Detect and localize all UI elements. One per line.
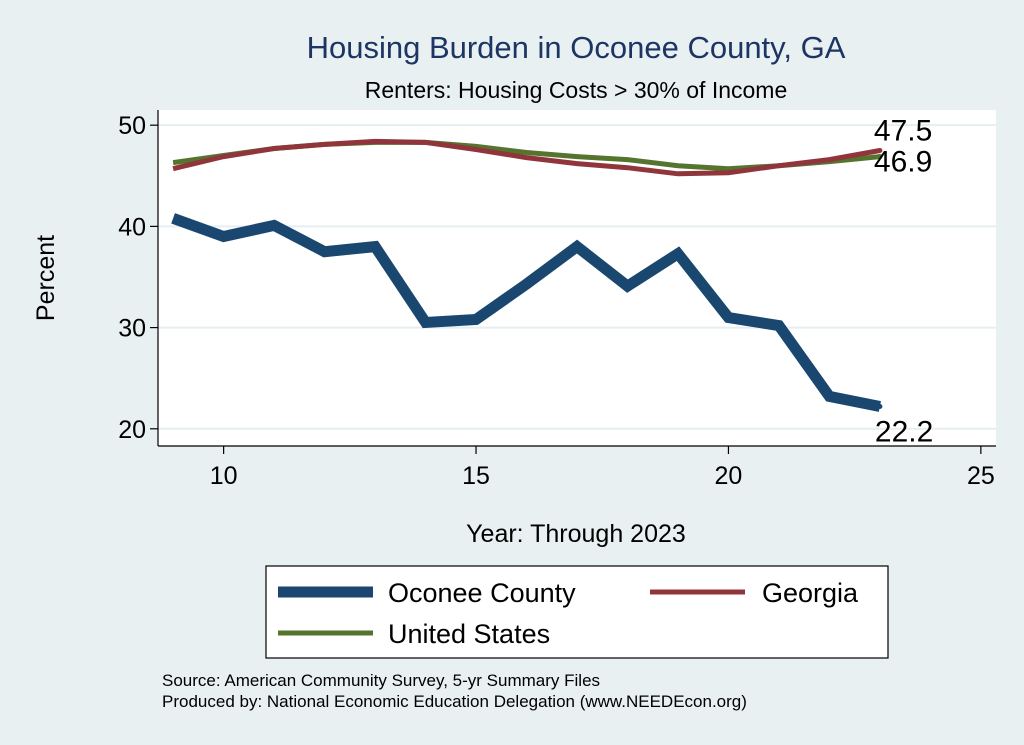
y-tick-label-20: 20 (118, 416, 146, 444)
source-line: Source: American Community Survey, 5-yr … (162, 671, 600, 690)
end-labels: 22.2 47.546.9 (874, 114, 933, 448)
y-tick-label-50: 50 (118, 112, 146, 140)
series-line-oconee-county (171, 213, 881, 412)
end-label-georgia: 47.5 (874, 114, 932, 147)
y-axis-title: Percent (32, 235, 60, 321)
x-tick-label-10: 10 (210, 462, 238, 490)
x-tick-label-20: 20 (715, 462, 743, 490)
end-label-united-states: 46.9 (874, 146, 932, 179)
x-tick-label-25: 25 (967, 462, 995, 490)
x-tick-label-15: 15 (462, 462, 490, 490)
y-tick-label-40: 40 (118, 213, 146, 241)
legend: Oconee County Georgia United States (278, 578, 859, 649)
legend-box (265, 565, 889, 659)
legend-label-georgia: Georgia (762, 578, 859, 608)
y-axis-ticks: 20 30 40 50 (118, 112, 158, 444)
chart-subtitle: Renters: Housing Costs > 30% of Income (365, 77, 788, 103)
series-end-point-united-states (877, 154, 883, 160)
y-tick-label-30: 30 (118, 315, 146, 343)
plot-area (158, 110, 996, 446)
produced-by-line: Produced by: National Economic Education… (162, 692, 747, 711)
gridlines (158, 124, 996, 430)
series-end-point-oconee-county (877, 404, 883, 410)
end-label-oconee-county: 22.2 (875, 416, 933, 449)
series-end-point-georgia (877, 147, 883, 153)
x-axis-ticks: 10 15 20 25 (210, 446, 995, 490)
chart-title: Housing Burden in Oconee County, GA (307, 30, 846, 65)
series-line-georgia (172, 138, 881, 177)
series-lines (171, 138, 883, 412)
x-axis-title: Year: Through 2023 (466, 520, 686, 548)
legend-label-oconee-county: Oconee County (388, 578, 576, 608)
legend-label-united-states: United States (388, 619, 550, 649)
